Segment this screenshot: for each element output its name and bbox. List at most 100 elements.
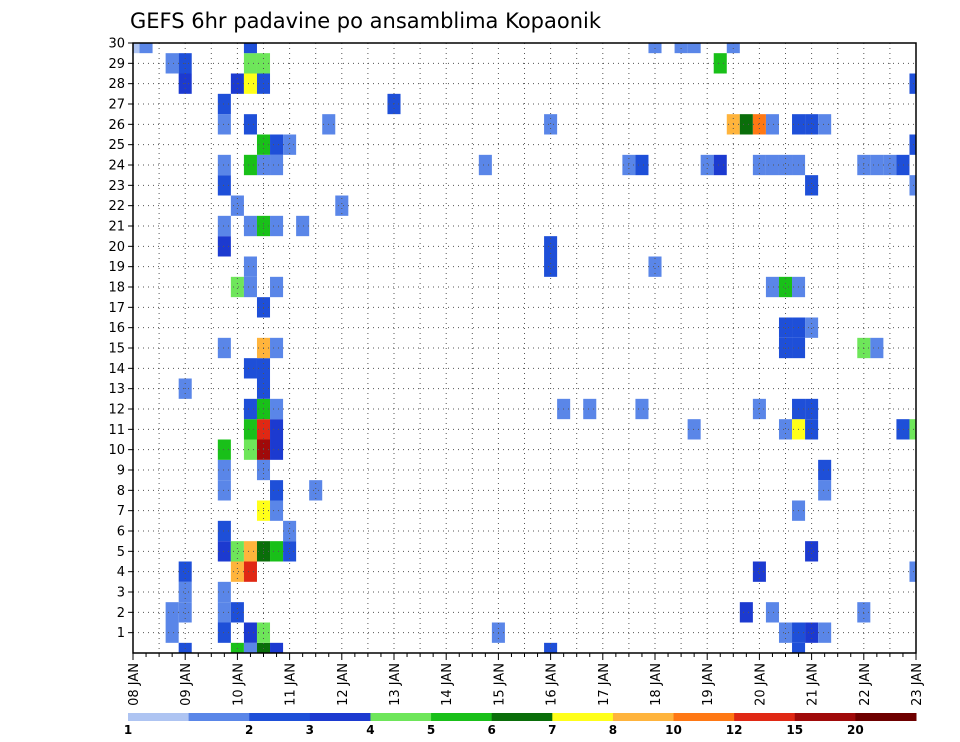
heatmap-cell <box>270 500 284 521</box>
heatmap-cell <box>805 622 819 643</box>
heatmap-cell <box>805 114 819 135</box>
heatmap-cell <box>909 175 916 196</box>
heatmap-cell <box>818 622 832 643</box>
legend-swatch <box>734 713 796 721</box>
x-tick-label: 08 JAN <box>127 663 142 706</box>
y-tick-label: 29 <box>108 57 125 72</box>
y-tick-label: 26 <box>108 118 125 133</box>
y-tick-label: 17 <box>108 301 125 316</box>
legend-label: 7 <box>548 723 556 737</box>
x-tick-label: 15 JAN <box>492 663 507 706</box>
heatmap-cell <box>778 622 793 643</box>
heatmap-cell <box>230 602 244 623</box>
heatmap-cell <box>909 134 916 155</box>
y-tick-label: 15 <box>108 342 125 357</box>
heatmap-cell <box>739 114 753 135</box>
heatmap-cell <box>765 602 779 623</box>
heatmap-cell <box>178 561 192 582</box>
x-tick-label: 13 JAN <box>388 663 403 706</box>
heatmap-cell <box>818 459 832 481</box>
y-tick-label: 7 <box>117 504 125 519</box>
heatmap-cell <box>243 53 257 74</box>
heatmap-cell <box>687 43 701 54</box>
y-tick-label: 10 <box>108 443 125 458</box>
legend-label: 20 <box>847 723 864 737</box>
heatmap-cell <box>230 642 244 653</box>
heatmap-cell <box>270 642 284 653</box>
heatmap-cell <box>909 561 916 582</box>
heatmap-cell <box>270 419 284 440</box>
heatmap-cell <box>270 134 284 155</box>
y-axis-ticks: 1234567891011121314151617181920212223242… <box>108 37 133 641</box>
y-tick-label: 5 <box>117 545 125 560</box>
x-tick-label: 10 JAN <box>231 663 246 706</box>
legend-label: 8 <box>609 723 617 737</box>
heatmap-cell <box>752 561 766 582</box>
heatmap-cell <box>805 419 819 440</box>
y-tick-label: 9 <box>117 464 125 479</box>
heatmap-cell <box>635 398 649 420</box>
heatmap-cell <box>217 520 231 542</box>
heatmap-cell <box>739 602 753 623</box>
y-tick-label: 30 <box>108 37 125 52</box>
heatmap-cell <box>713 154 727 176</box>
heatmap-cell <box>270 439 284 460</box>
heatmap-cell <box>217 93 231 115</box>
x-tick-label: 11 JAN <box>284 663 299 706</box>
heatmap-cell <box>648 256 662 277</box>
legend-swatch <box>673 713 735 721</box>
heatmap-cell <box>270 276 284 298</box>
heatmap-cell <box>217 175 231 196</box>
y-tick-label: 6 <box>117 525 125 540</box>
x-tick-label: 22 JAN <box>858 663 873 706</box>
legend-swatch <box>612 713 675 721</box>
heatmap-cell <box>778 154 793 176</box>
y-tick-label: 16 <box>108 321 125 336</box>
y-tick-label: 25 <box>108 138 125 153</box>
heatmap-cell <box>243 154 257 176</box>
x-tick-label: 09 JAN <box>179 663 194 706</box>
x-tick-label: 12 JAN <box>336 663 351 706</box>
legend-label: 5 <box>427 723 435 737</box>
heatmap-cell <box>243 439 257 460</box>
heatmap-cell <box>778 276 793 298</box>
legend-label: 1 <box>124 723 132 737</box>
heatmap-cell <box>270 398 284 420</box>
heatmap-cell <box>243 73 257 94</box>
heatmap-cell <box>687 419 701 440</box>
legend-swatch <box>855 713 917 721</box>
heatmap-cell <box>217 602 231 623</box>
heatmap-cell <box>805 317 819 338</box>
y-tick-label: 18 <box>108 281 125 296</box>
heatmap-cell <box>230 195 244 216</box>
heatmap-cells <box>133 43 916 653</box>
heatmap-cell <box>752 114 766 135</box>
heatmap-cell <box>243 622 257 643</box>
y-tick-label: 13 <box>108 382 125 397</box>
heatmap-cell <box>178 602 192 623</box>
heatmap-cell <box>243 43 257 54</box>
x-tick-label: 19 JAN <box>701 663 716 706</box>
heatmap-cell <box>818 480 832 501</box>
y-tick-label: 23 <box>108 179 125 194</box>
legend-swatch <box>249 713 311 721</box>
y-tick-label: 1 <box>117 626 125 641</box>
y-tick-label: 3 <box>117 586 125 601</box>
chart-title: GEFS 6hr padavine po ansamblima Kopaonik <box>130 9 602 33</box>
heatmap-cell <box>870 337 884 359</box>
heatmap-cell <box>165 53 179 74</box>
heatmap-cell <box>217 480 231 501</box>
heatmap-cell <box>805 175 819 196</box>
heatmap-cell <box>230 561 244 582</box>
heatmap-cell <box>165 622 179 643</box>
y-tick-label: 20 <box>108 240 125 255</box>
heatmap-cell <box>270 215 284 237</box>
y-tick-label: 24 <box>108 159 125 174</box>
heatmap-cell <box>256 642 271 653</box>
heatmap-cell <box>217 154 231 176</box>
heatmap-cell <box>544 114 558 135</box>
heatmap-cell <box>544 642 558 653</box>
heatmap-cell <box>230 276 244 298</box>
heatmap-cell <box>243 256 257 277</box>
